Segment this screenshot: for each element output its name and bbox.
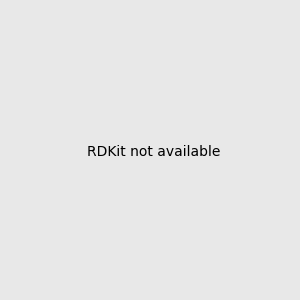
Text: RDKit not available: RDKit not available — [87, 145, 220, 158]
